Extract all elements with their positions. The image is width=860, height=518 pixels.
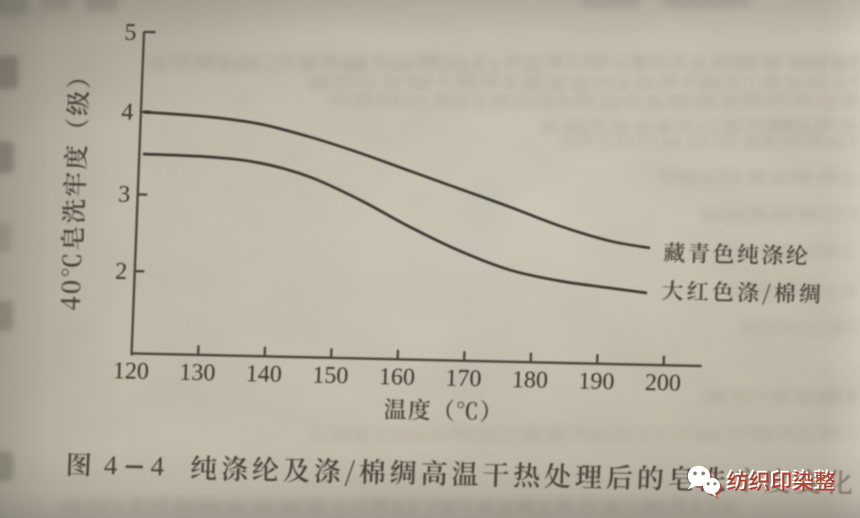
svg-text:160: 160: [378, 364, 415, 391]
svg-text:120: 120: [112, 358, 149, 385]
svg-text:140: 140: [245, 361, 282, 388]
svg-text:4: 4: [150, 451, 165, 481]
svg-text:4: 4: [103, 450, 118, 480]
svg-text:170: 170: [445, 365, 482, 392]
svg-text:5: 5: [124, 20, 137, 46]
svg-text:130: 130: [179, 359, 216, 386]
svg-text:200: 200: [644, 370, 681, 397]
svg-text:190: 190: [578, 368, 615, 395]
svg-text:3: 3: [118, 182, 131, 208]
svg-text:180: 180: [511, 367, 548, 394]
svg-text:2: 2: [115, 259, 128, 285]
svg-text:4: 4: [121, 99, 134, 125]
svg-text:150: 150: [312, 362, 349, 389]
